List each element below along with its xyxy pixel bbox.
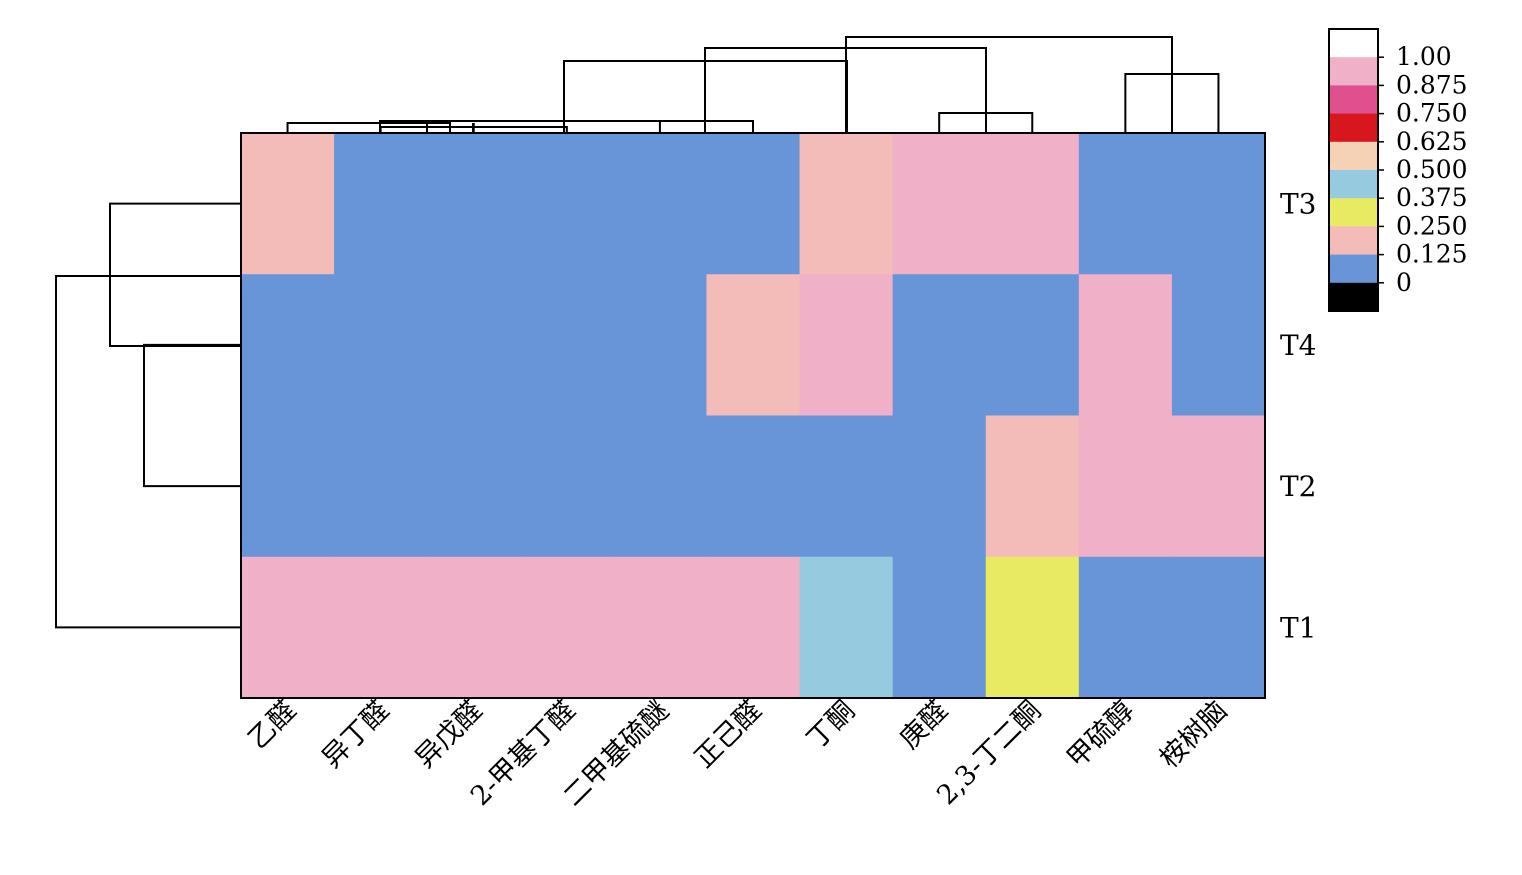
- heatmap-cell: [706, 133, 801, 275]
- row-labels: T3 T4 T2 T1: [1280, 188, 1317, 645]
- heatmap-cell: [1171, 133, 1266, 275]
- heatmap-cell: [427, 556, 521, 699]
- heatmap-cell: [985, 556, 1080, 699]
- legend-label: 0.375: [1396, 183, 1468, 212]
- row-label: T4: [1280, 329, 1317, 362]
- heatmap-cell: [1078, 133, 1173, 275]
- heatmap-cell: [985, 274, 1080, 417]
- heatmap-cell: [613, 274, 708, 417]
- legend-label: 0.500: [1396, 155, 1468, 184]
- dendrogram-branch: [55, 275, 241, 629]
- column-label: 桉树脑: [1154, 695, 1233, 774]
- heatmap-cell: [892, 556, 987, 699]
- heatmap-cell: [241, 133, 335, 275]
- column-dendrogram: [286, 36, 1220, 133]
- heatmap-cell: [985, 415, 1080, 558]
- heatmap-cell: [706, 415, 801, 558]
- heatmap-cell: [613, 556, 708, 699]
- row-label: T2: [1280, 470, 1317, 503]
- heatmap-cell: [613, 415, 708, 558]
- heatmap-cell: [706, 274, 801, 417]
- legend-swatch: [1329, 113, 1378, 143]
- heatmap-cell: [1078, 556, 1173, 699]
- legend-label: 0.750: [1396, 99, 1468, 128]
- column-label: 乙醛: [242, 695, 302, 755]
- row-dendrogram: [55, 202, 241, 629]
- heatmap-cell: [985, 133, 1080, 275]
- heatmap-cell: [1171, 556, 1266, 699]
- heatmap-cell: [520, 415, 614, 558]
- column-label: 甲硫醇: [1061, 695, 1140, 774]
- legend-swatch: [1329, 85, 1378, 114]
- legend-label: 0.250: [1396, 211, 1468, 240]
- heatmap-cell: [427, 415, 521, 558]
- column-label: 正己醛: [689, 695, 768, 774]
- heatmap-cell: [334, 556, 428, 699]
- legend-swatch: [1329, 226, 1378, 255]
- heatmap-cell: [799, 556, 894, 699]
- heatmap-cell: [892, 415, 987, 558]
- heatmap-cell: [892, 133, 987, 275]
- heatmap-cell: [241, 274, 335, 417]
- heatmap-cell: [334, 415, 428, 558]
- dendrogram-branch: [286, 122, 451, 133]
- column-label: 异丁醛: [316, 695, 395, 774]
- heatmap-cell: [1078, 415, 1173, 558]
- heatmap-cell: [241, 556, 335, 699]
- heatmap-cell: [334, 274, 428, 417]
- heatmap-cell: [334, 133, 428, 275]
- dendrogram-branch: [143, 343, 241, 488]
- dendrogram-branch: [472, 123, 475, 133]
- heatmap-cell: [427, 274, 521, 417]
- legend-swatch: [1329, 29, 1378, 58]
- heatmap-cells: [241, 133, 1266, 699]
- row-label: T1: [1280, 611, 1317, 644]
- column-label: 异戊醛: [409, 695, 488, 774]
- column-label: 丁酮: [801, 695, 861, 755]
- heatmap-cell: [520, 274, 614, 417]
- legend-swatch: [1329, 254, 1378, 284]
- heatmap-cell: [706, 556, 801, 699]
- legend-swatch: [1329, 170, 1378, 199]
- heatmap-cell: [799, 415, 894, 558]
- legend-label: 0: [1396, 268, 1412, 297]
- legend-swatch: [1329, 141, 1378, 171]
- row-label: T3: [1280, 188, 1317, 221]
- heatmap-cell: [799, 274, 894, 417]
- legend-label: 0.875: [1396, 70, 1468, 99]
- dendrogram-branch: [845, 36, 1173, 133]
- heatmap-cell: [241, 415, 335, 558]
- heatmap-cell: [799, 133, 894, 275]
- legend-label: 1.00: [1396, 42, 1452, 71]
- legend-swatch: [1329, 282, 1378, 312]
- heatmap-cell: [1078, 274, 1173, 417]
- heatmap-cell: [1171, 415, 1266, 558]
- legend-label: 0.625: [1396, 127, 1468, 156]
- heatmap-cell: [892, 274, 987, 417]
- column-label: 庚醛: [894, 695, 954, 755]
- heatmap-cell: [520, 556, 614, 699]
- heatmap-cell: [613, 133, 708, 275]
- heatmap-cell: [1171, 274, 1266, 417]
- legend-swatch: [1329, 57, 1378, 86]
- legend-swatch: [1329, 198, 1378, 227]
- dendrogram-branch: [109, 202, 241, 347]
- heatmap-cell: [427, 133, 521, 275]
- legend-label: 0.125: [1396, 240, 1468, 269]
- dendrogram-branch: [379, 120, 754, 133]
- heatmap-cell: [520, 133, 614, 275]
